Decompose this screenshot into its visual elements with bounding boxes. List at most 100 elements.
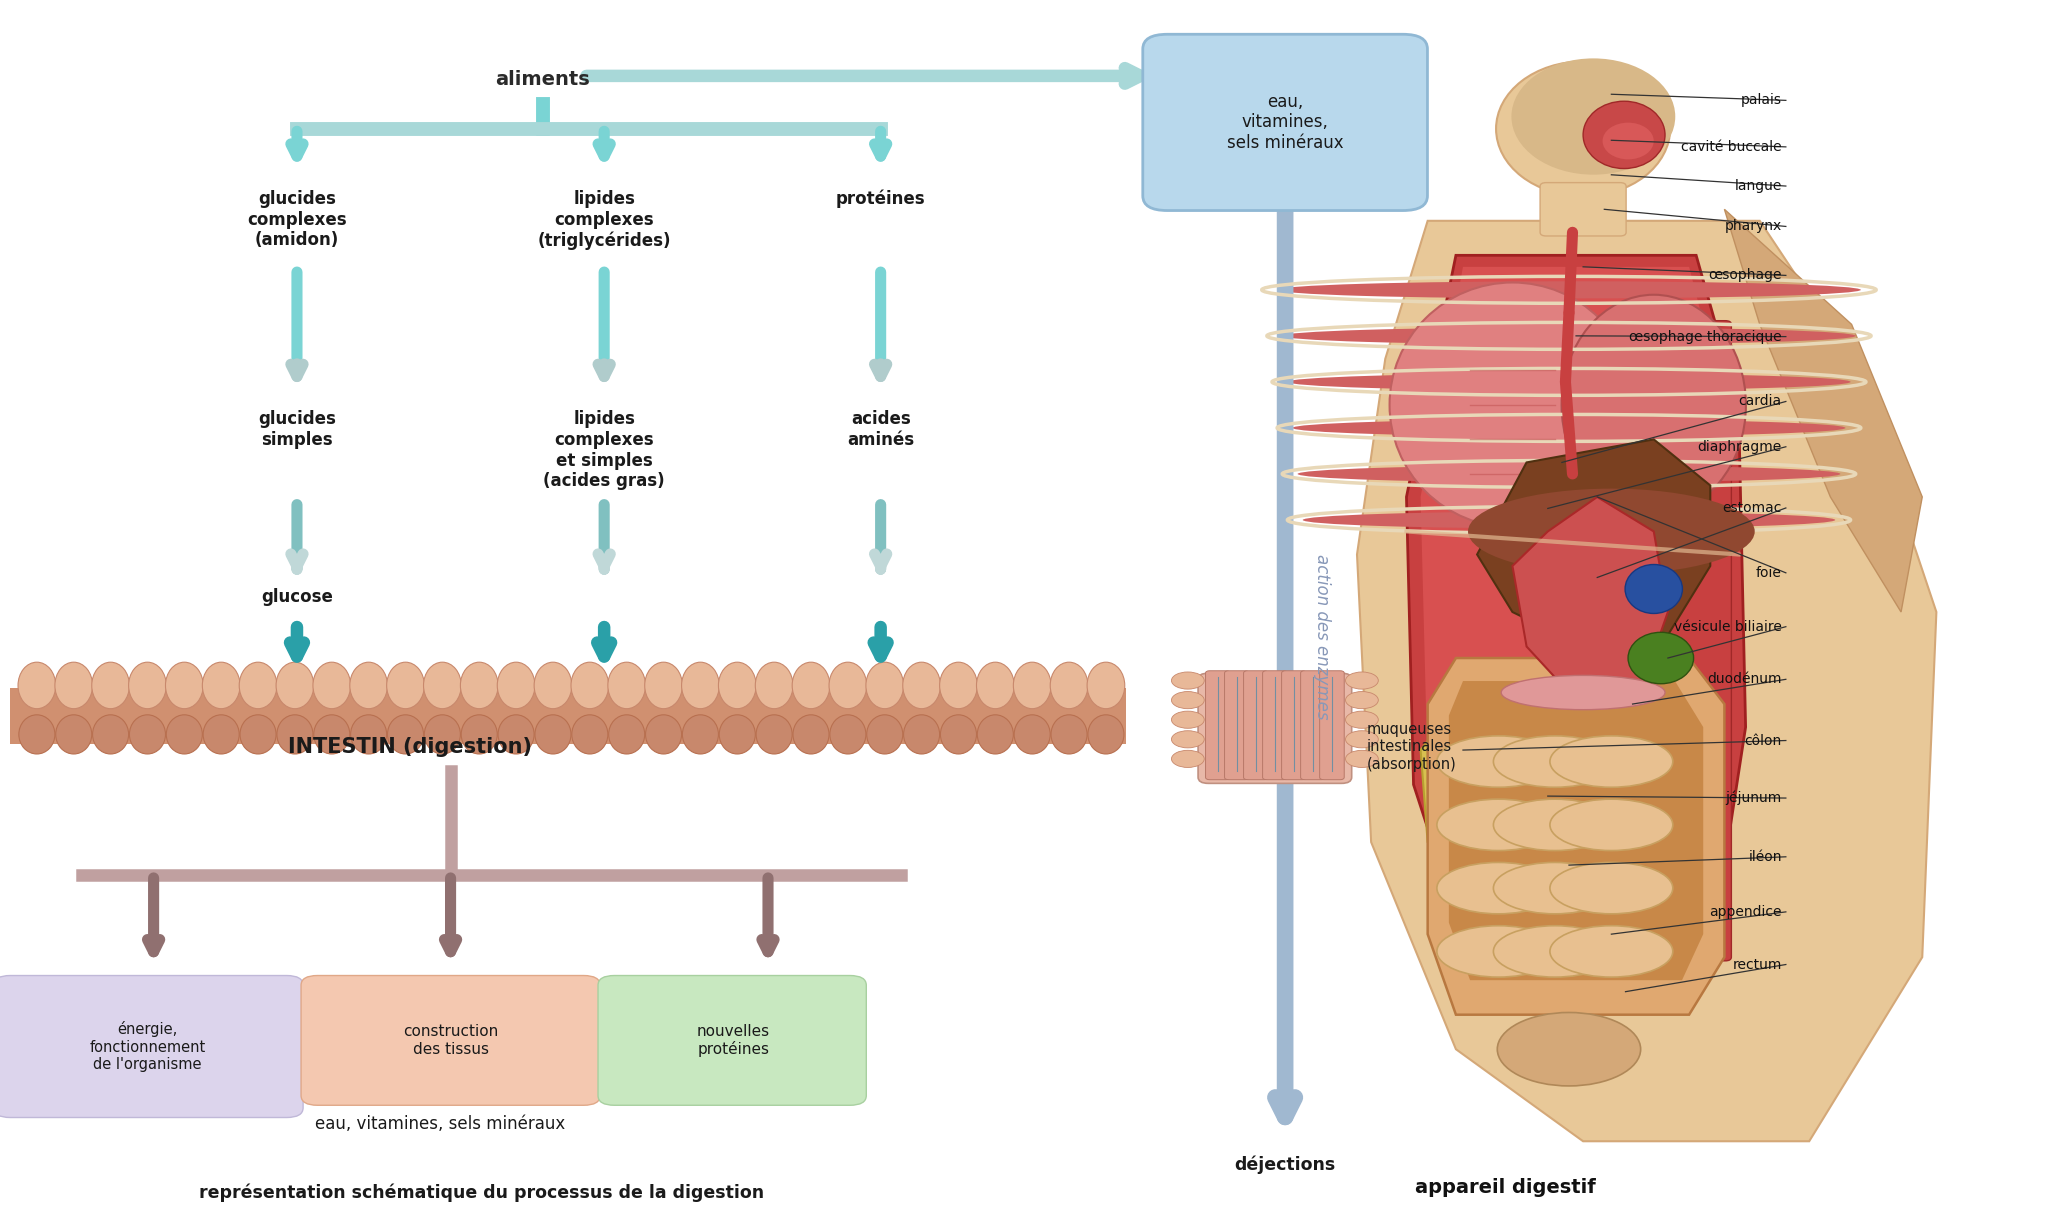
Polygon shape [1427,659,1724,1015]
Ellipse shape [1171,692,1204,709]
Polygon shape [1477,439,1710,646]
Ellipse shape [1346,711,1378,728]
Ellipse shape [1298,465,1841,482]
Ellipse shape [1087,715,1124,754]
Ellipse shape [240,662,276,709]
Ellipse shape [313,662,350,709]
Polygon shape [1421,681,1696,911]
Text: iléon: iléon [1749,849,1782,864]
Ellipse shape [1550,799,1673,851]
FancyBboxPatch shape [10,688,1126,744]
Ellipse shape [276,662,313,709]
Ellipse shape [756,715,793,754]
Ellipse shape [1171,672,1204,689]
Ellipse shape [756,662,793,709]
Ellipse shape [1626,564,1683,613]
Ellipse shape [1438,736,1561,787]
Ellipse shape [608,715,645,754]
Text: acides
aminés: acides aminés [848,410,913,449]
Ellipse shape [55,662,92,709]
Ellipse shape [240,715,276,754]
Ellipse shape [498,662,535,709]
Ellipse shape [977,715,1014,754]
Ellipse shape [461,715,498,754]
Ellipse shape [793,662,829,709]
Text: estomac: estomac [1722,501,1782,515]
Text: action des enzymes: action des enzymes [1313,553,1331,720]
FancyBboxPatch shape [1243,671,1268,780]
Ellipse shape [719,662,756,709]
Ellipse shape [977,662,1014,709]
Ellipse shape [1288,373,1851,390]
Text: diaphragme: diaphragme [1698,439,1782,454]
Ellipse shape [387,662,424,709]
Ellipse shape [571,715,608,754]
Ellipse shape [682,715,719,754]
FancyBboxPatch shape [598,976,866,1105]
Polygon shape [1448,681,1704,980]
Ellipse shape [866,715,903,754]
Text: aliments: aliments [496,70,590,89]
Ellipse shape [1511,59,1675,175]
Text: langue: langue [1735,179,1782,193]
Ellipse shape [313,715,350,754]
Text: glucose: glucose [260,588,334,606]
Ellipse shape [424,662,461,709]
Ellipse shape [1550,863,1673,914]
Text: côlon: côlon [1745,733,1782,748]
Ellipse shape [571,662,608,709]
Text: palais: palais [1741,93,1782,108]
FancyBboxPatch shape [1198,673,1352,783]
Polygon shape [1407,256,1745,1015]
Ellipse shape [829,662,866,709]
Ellipse shape [92,715,129,754]
Text: glucides
simples: glucides simples [258,410,336,449]
Ellipse shape [1628,633,1694,684]
Ellipse shape [129,662,166,709]
Ellipse shape [535,662,571,709]
FancyBboxPatch shape [1300,671,1325,780]
Text: pharynx: pharynx [1724,219,1782,234]
Text: vésicule biliaire: vésicule biliaire [1673,619,1782,634]
Ellipse shape [1495,61,1671,196]
Text: nouvelles
protéines: nouvelles protéines [696,1023,770,1058]
Ellipse shape [1346,672,1378,689]
Ellipse shape [387,715,424,754]
Ellipse shape [1014,715,1051,754]
Ellipse shape [682,662,719,709]
Ellipse shape [461,662,498,709]
Text: foie: foie [1755,565,1782,580]
Ellipse shape [1468,488,1755,574]
Ellipse shape [1438,925,1561,977]
Ellipse shape [1561,295,1745,515]
Ellipse shape [1087,662,1124,709]
Ellipse shape [203,715,240,754]
Text: énergie,
fonctionnement
de l'organisme: énergie, fonctionnement de l'organisme [90,1021,205,1072]
Ellipse shape [92,662,129,709]
Ellipse shape [645,662,682,709]
Ellipse shape [1282,327,1855,344]
FancyBboxPatch shape [0,976,303,1118]
Ellipse shape [1346,731,1378,748]
Ellipse shape [166,662,203,709]
Ellipse shape [829,715,866,754]
Text: duodénum: duodénum [1708,672,1782,687]
Ellipse shape [1051,662,1087,709]
FancyBboxPatch shape [1282,671,1307,780]
Ellipse shape [166,715,203,754]
Ellipse shape [793,715,829,754]
Ellipse shape [719,715,756,754]
Text: eau,
vitamines,
sels minéraux: eau, vitamines, sels minéraux [1227,93,1343,152]
Text: cardia: cardia [1739,394,1782,409]
Text: construction
des tissus: construction des tissus [403,1024,498,1056]
Ellipse shape [350,662,387,709]
Ellipse shape [1583,102,1665,169]
Ellipse shape [1014,662,1051,709]
Ellipse shape [498,715,535,754]
Ellipse shape [276,715,313,754]
Ellipse shape [535,715,571,754]
Ellipse shape [1550,925,1673,977]
Ellipse shape [18,662,55,709]
Ellipse shape [1550,736,1673,787]
Ellipse shape [1171,750,1204,767]
